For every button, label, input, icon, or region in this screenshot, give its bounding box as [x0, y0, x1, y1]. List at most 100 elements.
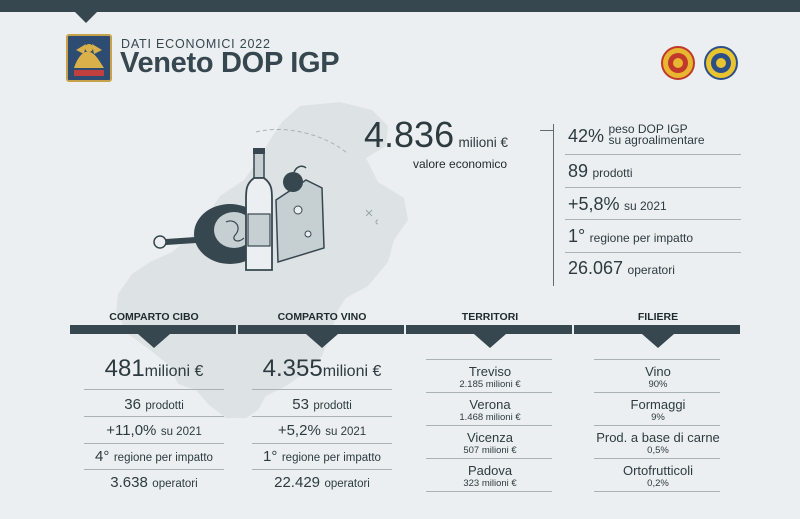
cibo-operatori-value: 3.638: [110, 474, 148, 491]
separator: [252, 416, 392, 417]
vino-operatori-value: 22.429: [274, 474, 321, 491]
territorio-value: 507 milioni €: [463, 445, 517, 456]
filiera-value: 0,5%: [647, 445, 669, 456]
filiera-name: Ortofrutticoli: [622, 463, 694, 478]
header-bar: [574, 325, 740, 334]
dashed-arc: [255, 129, 349, 155]
main-value-label: valore economico: [413, 157, 508, 171]
separator: [426, 392, 552, 393]
separator: [594, 491, 720, 492]
vino-value-number: 4.355: [262, 355, 323, 382]
stat-operatori: 26.067 operatori: [568, 258, 675, 279]
separator: [565, 219, 741, 220]
cibo-prodotti: 36 prodotti: [70, 396, 238, 414]
separator: [426, 458, 552, 459]
filiere-heading: FILIERE: [637, 311, 679, 323]
stat-rank: 1° regione per impatto: [568, 226, 693, 247]
vino-crescita: +5,2% su 2021: [238, 422, 406, 440]
vino-operatori: 22.429 operatori: [238, 474, 406, 492]
filiera-value: 9%: [651, 412, 665, 423]
separator: [84, 416, 224, 417]
vino-heading: COMPARTO VINO: [277, 311, 367, 323]
cheese-icon: [275, 179, 325, 264]
vino-rank-label: regione per impatto: [281, 452, 381, 464]
cibo-value-unit: milioni €: [144, 363, 204, 380]
header-bar: [70, 325, 236, 334]
dop-seal-icon: [661, 46, 695, 80]
header-arrow: [642, 334, 674, 348]
stat-crescita-label: su 2021: [624, 199, 667, 213]
vino-prodotti-label: prodotti: [313, 400, 352, 412]
territorio-name: Vicenza: [466, 430, 513, 445]
separator: [565, 252, 741, 253]
territorio-value: 323 milioni €: [463, 478, 517, 489]
separator: [594, 359, 720, 360]
stat-rank-value: 1°: [568, 226, 586, 246]
main-value-unit: milioni €: [458, 135, 509, 150]
stat-peso-label: peso DOP IGP su agroalimentare: [608, 122, 705, 147]
filiera-name: Vino: [645, 364, 671, 379]
separator: [565, 154, 741, 155]
separator: [84, 469, 224, 470]
separator: [426, 425, 552, 426]
vino-rank-value: 1°: [263, 448, 278, 465]
separator: [594, 425, 720, 426]
separator: [252, 443, 392, 444]
apple-icon: [283, 165, 307, 192]
separator: [84, 443, 224, 444]
separator: [565, 187, 741, 188]
territorio-value: 2.185 milioni €: [459, 379, 521, 390]
vino-prodotti: 53 prodotti: [238, 396, 406, 414]
header-subtitle: DATI ECONOMICI 2022: [121, 37, 271, 51]
divider-tick: [540, 130, 553, 131]
cibo-heading: COMPARTO CIBO: [109, 311, 199, 323]
vino-rank: 1° regione per impatto: [238, 448, 406, 466]
top-bar: [0, 0, 800, 12]
cibo-rank-label: regione per impatto: [113, 452, 213, 464]
stat-peso: 42% peso DOP IGP su agroalimentare: [568, 122, 705, 147]
header-arrow: [306, 334, 338, 348]
stat-crescita: +5,8% su 2021: [568, 194, 667, 215]
territorio-name: Verona: [469, 397, 511, 412]
cibo-prodotti-label: prodotti: [145, 400, 184, 412]
stat-prodotti-value: 89: [568, 161, 589, 181]
cibo-crescita: +11,0% su 2021: [70, 422, 238, 440]
sparkle-icon: [365, 209, 378, 225]
vino-operatori-label: operatori: [324, 478, 370, 490]
page-title: Veneto DOP IGP: [120, 47, 340, 79]
vino-value-unit: milioni €: [322, 363, 382, 380]
vino-prodotti-value: 53: [292, 396, 309, 413]
igp-seal-icon: [704, 46, 738, 80]
cibo-crescita-label: su 2021: [160, 426, 202, 438]
cibo-value-number: 481: [104, 355, 145, 382]
cibo-operatori: 3.638 operatori: [70, 474, 238, 492]
stat-crescita-value: +5,8%: [568, 194, 620, 214]
separator: [252, 389, 392, 390]
territori-heading: TERRITORI: [461, 311, 519, 323]
header-bar: [238, 325, 404, 334]
separator: [426, 491, 552, 492]
separator: [426, 359, 552, 360]
vino-crescita-value: +5,2%: [277, 422, 321, 439]
territorio-value: 1.468 milioni €: [459, 412, 521, 423]
header-arrow: [474, 334, 506, 348]
divider-vertical: [553, 124, 554, 286]
vino-crescita-label: su 2021: [325, 426, 367, 438]
stat-prodotti: 89 prodotti: [568, 161, 633, 182]
separator: [594, 392, 720, 393]
top-notch: [75, 12, 97, 23]
main-value: 4.836 milioni €: [364, 114, 508, 156]
stat-rank-label: regione per impatto: [589, 231, 694, 245]
veneto-crest-icon: [66, 34, 112, 82]
stat-peso-label-line1: peso DOP IGP: [608, 122, 688, 136]
header-bar: [406, 325, 572, 334]
stat-peso-label-line2: su agroalimentare: [608, 133, 705, 147]
cibo-crescita-value: +11,0%: [106, 422, 157, 439]
territorio-name: Padova: [467, 463, 513, 478]
stat-operatori-label: operatori: [627, 263, 675, 277]
cibo-value: 481milioni €: [70, 355, 238, 383]
separator: [252, 469, 392, 470]
separator: [594, 458, 720, 459]
bottle-icon: [245, 148, 273, 271]
main-value-number: 4.836: [364, 114, 455, 155]
